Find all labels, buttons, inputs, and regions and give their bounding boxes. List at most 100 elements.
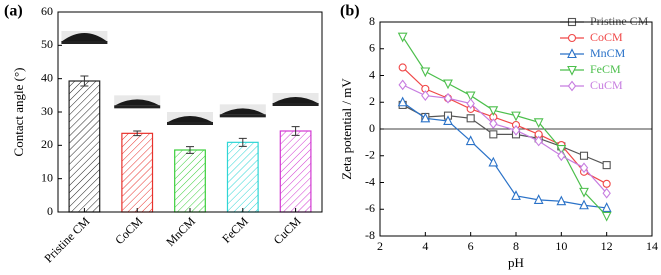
legend-marker — [567, 80, 577, 92]
marker — [579, 151, 589, 160]
bar — [121, 132, 154, 213]
y-tick-label: 60 — [41, 4, 53, 18]
marker — [489, 130, 498, 139]
error-bar — [133, 130, 142, 137]
marker — [601, 211, 612, 222]
series-line — [402, 101, 607, 209]
marker — [421, 90, 430, 101]
x-tick-label: 6 — [468, 239, 474, 253]
y-axis-label: Zeta potential / mV — [339, 78, 354, 180]
y-tick-label: 10 — [41, 170, 53, 184]
legend-marker — [567, 65, 577, 76]
panel-label: (b) — [340, 3, 360, 20]
marker — [443, 79, 453, 90]
y-tick-label: -6 — [365, 201, 375, 215]
x-tick-label: 8 — [513, 239, 519, 253]
y-tick-label: 0 — [47, 204, 53, 218]
error-bar — [186, 146, 194, 154]
marker — [488, 156, 499, 167]
legend-label: CuCM — [590, 78, 623, 92]
droplet — [220, 108, 265, 115]
bar — [226, 141, 259, 213]
legend-marker — [567, 33, 577, 43]
x-tick-label: 4 — [422, 239, 428, 253]
droplet-base — [61, 41, 108, 44]
x-tick-label: 14 — [646, 239, 658, 253]
marker — [533, 118, 544, 129]
bar — [174, 149, 206, 213]
y-tick-label: 0 — [369, 121, 375, 135]
droplet — [168, 116, 212, 122]
y-tick-label: -4 — [365, 174, 375, 188]
marker — [557, 150, 566, 162]
series-line — [402, 84, 608, 194]
marker — [398, 63, 407, 72]
series-line — [402, 67, 607, 185]
droplet-base — [219, 114, 266, 118]
panel-label: (a) — [4, 3, 23, 20]
marker — [602, 187, 611, 199]
y-tick-label: 30 — [41, 104, 53, 118]
droplet-base — [114, 105, 161, 109]
droplet — [273, 97, 318, 103]
x-tick-label: MnCM — [163, 214, 198, 249]
x-tick-label: 10 — [555, 239, 567, 253]
marker — [602, 179, 611, 188]
legend-label: MnCM — [590, 46, 626, 60]
legend-label: FeCM — [590, 62, 621, 76]
droplet — [62, 33, 107, 41]
x-tick-label: 12 — [601, 239, 613, 253]
marker — [465, 135, 476, 146]
y-tick-label: 20 — [41, 137, 53, 151]
legend-label: CoCM — [590, 30, 623, 44]
marker — [489, 118, 498, 130]
error-bar — [238, 137, 247, 147]
y-tick-label: 50 — [41, 37, 53, 51]
marker — [602, 161, 611, 170]
droplet-base — [272, 103, 319, 106]
y-tick-label: 40 — [41, 70, 53, 84]
error-bar — [291, 126, 300, 136]
marker — [511, 111, 521, 122]
plot-frame — [379, 21, 653, 237]
marker — [601, 202, 612, 212]
droplet-base — [167, 122, 213, 125]
marker — [398, 79, 407, 91]
marker — [420, 112, 431, 123]
y-axis-label: Contact angle (°) — [11, 68, 26, 157]
y-tick-label: 4 — [369, 67, 375, 81]
y-tick-label: -2 — [365, 148, 375, 162]
marker — [533, 194, 544, 204]
marker — [465, 91, 476, 102]
marker — [579, 162, 589, 174]
legend-marker — [567, 48, 577, 59]
marker — [420, 67, 431, 78]
marker — [511, 124, 521, 136]
marker — [511, 190, 521, 200]
marker — [556, 195, 567, 206]
x-tick-label: CuCM — [271, 214, 304, 247]
x-tick-label: Pristine CM — [41, 214, 92, 265]
marker — [443, 115, 453, 126]
marker — [466, 98, 475, 109]
x-axis-label: pH — [508, 255, 524, 270]
y-tick-label: -8 — [365, 228, 375, 242]
series-line — [402, 36, 608, 217]
x-tick-label: FeCM — [219, 214, 251, 246]
y-tick-label: 8 — [369, 14, 375, 28]
marker — [466, 114, 475, 123]
marker — [556, 145, 567, 155]
droplet — [115, 99, 160, 106]
bar — [68, 80, 101, 213]
x-tick-label: CoCM — [112, 214, 145, 247]
bar — [279, 130, 312, 213]
marker — [579, 199, 589, 210]
error-bar — [80, 75, 89, 87]
marker — [579, 187, 589, 198]
series-line — [402, 104, 607, 166]
marker — [534, 135, 543, 147]
marker — [397, 96, 408, 107]
y-tick-label: 6 — [369, 41, 375, 55]
y-tick-label: 2 — [369, 94, 375, 108]
